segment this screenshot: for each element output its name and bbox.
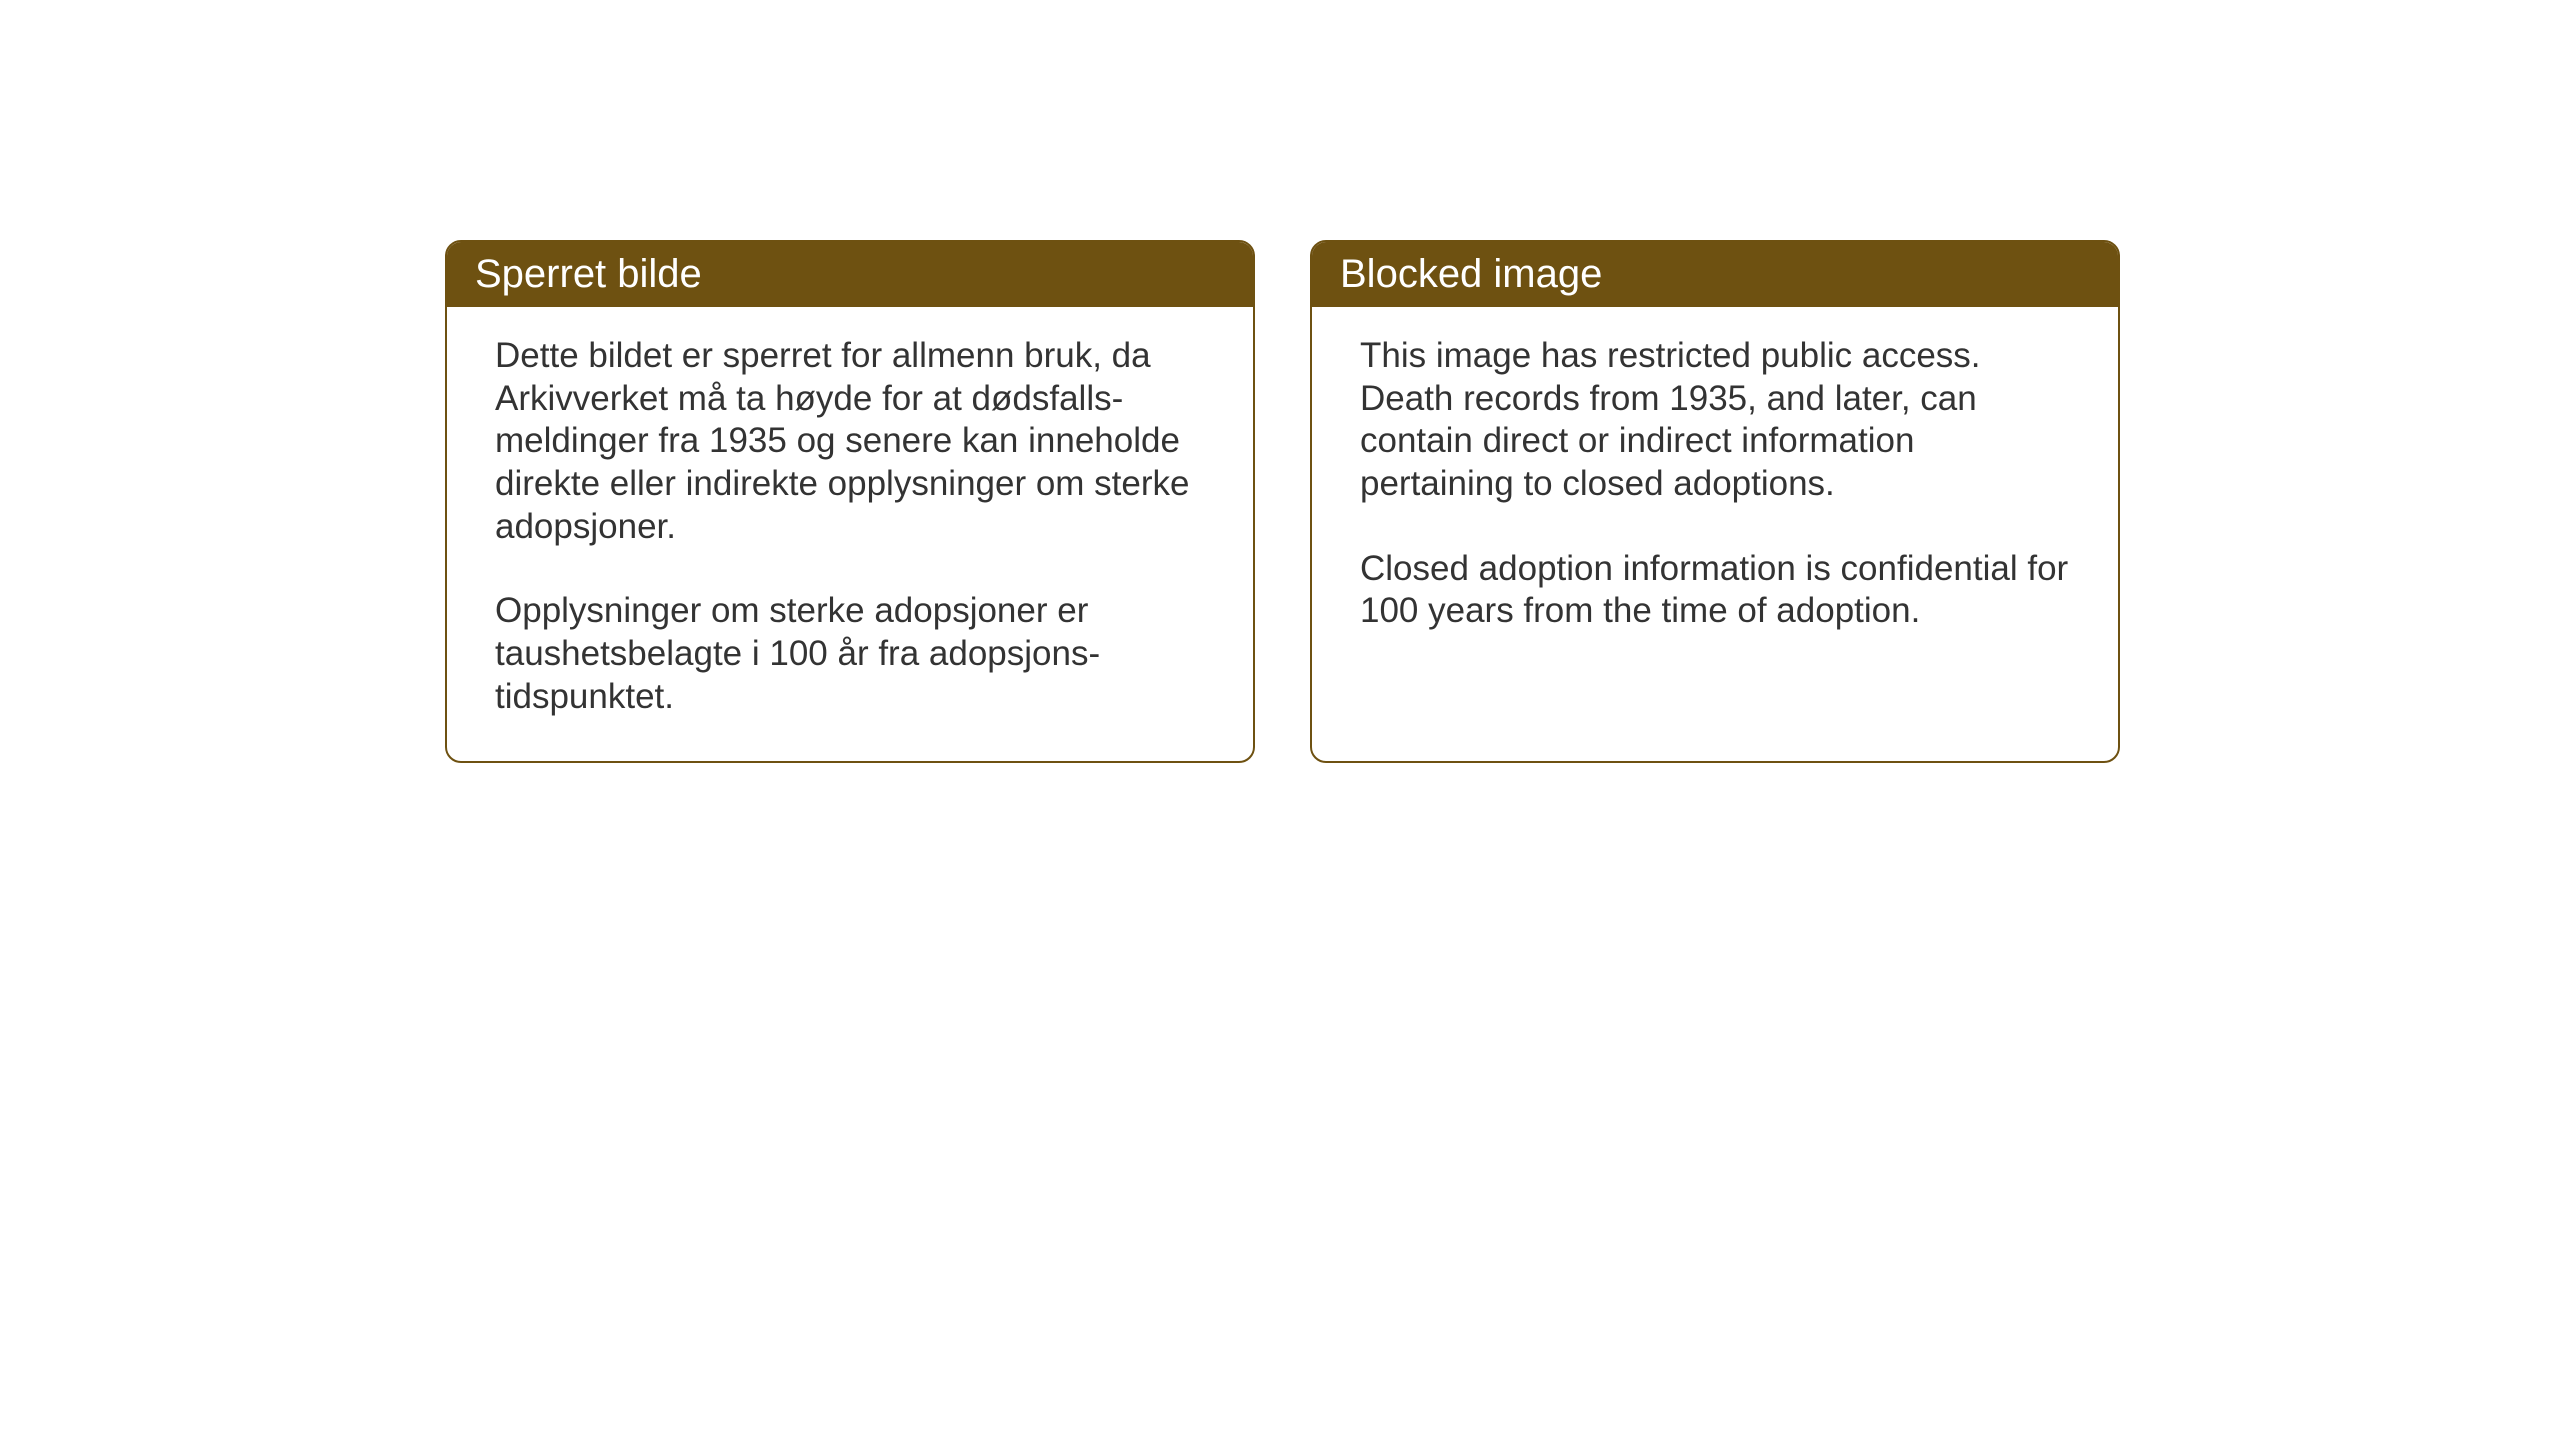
card-english-body: This image has restricted public access.… [1312,307,2118,675]
card-english-header: Blocked image [1312,242,2118,307]
card-english-title: Blocked image [1340,252,1602,296]
cards-container: Sperret bilde Dette bildet er sperret fo… [445,240,2120,763]
card-norwegian-body: Dette bildet er sperret for allmenn bruk… [447,307,1253,761]
card-english: Blocked image This image has restricted … [1310,240,2120,763]
card-norwegian-paragraph-1: Dette bildet er sperret for allmenn bruk… [495,335,1205,548]
card-norwegian: Sperret bilde Dette bildet er sperret fo… [445,240,1255,763]
card-norwegian-title: Sperret bilde [475,252,702,296]
card-english-paragraph-2: Closed adoption information is confident… [1360,548,2070,633]
card-english-paragraph-1: This image has restricted public access.… [1360,335,2070,506]
card-norwegian-header: Sperret bilde [447,242,1253,307]
card-norwegian-paragraph-2: Opplysninger om sterke adopsjoner er tau… [495,590,1205,718]
